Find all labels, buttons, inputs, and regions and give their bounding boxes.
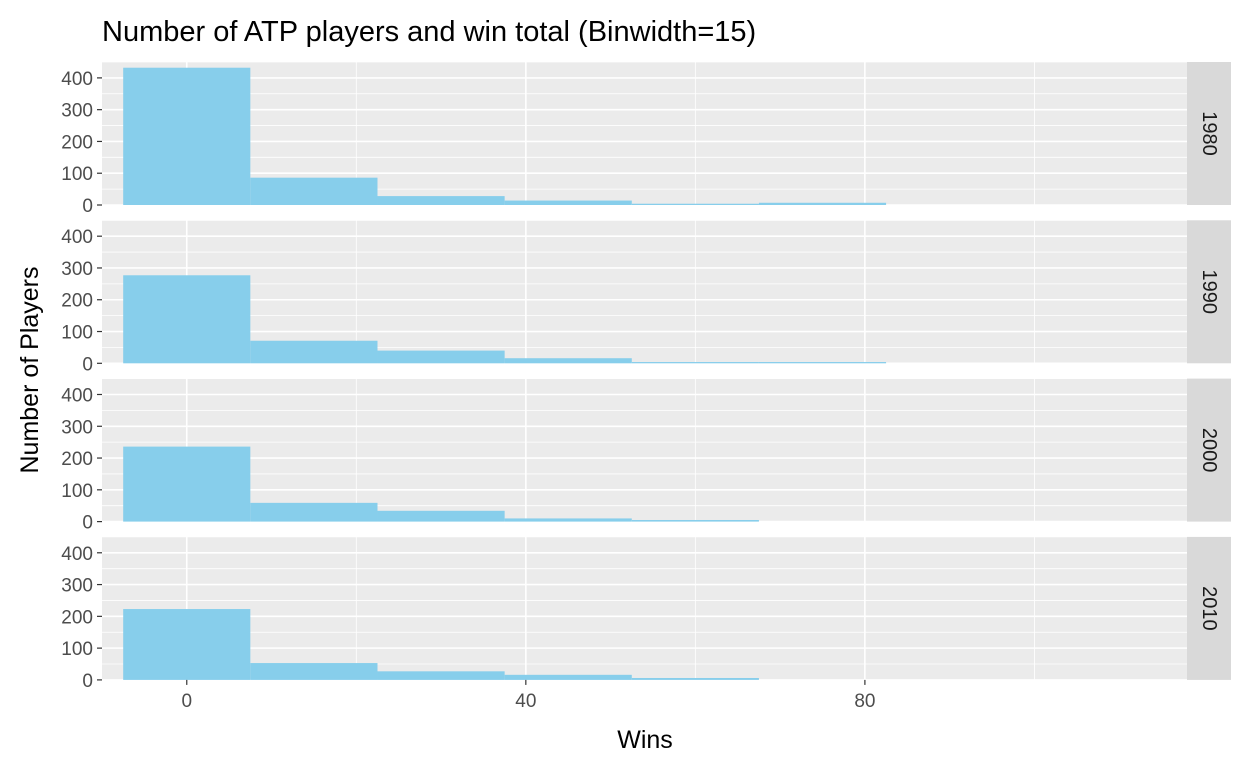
histogram-bar	[250, 340, 378, 364]
chart-title: Number of ATP players and win total (Bin…	[102, 16, 756, 48]
y-tick-label: 200	[61, 607, 93, 628]
facet-strip-label: 1990	[1198, 270, 1220, 315]
histogram-bar	[504, 358, 632, 364]
histogram-bar	[631, 677, 759, 680]
facet-panel-1990: 0 100 200 300 400 1990	[61, 219, 1231, 375]
facet-strip	[1187, 378, 1231, 522]
facet-strip-label: 1980	[1198, 111, 1220, 156]
facet-strip	[1187, 220, 1231, 364]
y-tick-label: 0	[82, 513, 93, 534]
panel-background	[102, 220, 1187, 364]
y-tick-label: 400	[61, 385, 93, 406]
facet-strip-label: 2000	[1198, 428, 1220, 473]
y-tick-label: 400	[61, 544, 93, 565]
histogram-bar	[250, 177, 378, 205]
y-tick-label: 200	[61, 449, 93, 470]
histogram-bar	[504, 674, 632, 680]
y-tick-label: 100	[61, 323, 93, 344]
panel-background	[102, 536, 1187, 680]
facet-strip	[1187, 62, 1231, 205]
y-tick-label: 300	[61, 417, 93, 438]
histogram-bar	[631, 520, 759, 522]
x-tick-label: 40	[515, 691, 536, 712]
y-tick-label: 100	[61, 639, 93, 660]
y-tick-label: 100	[61, 481, 93, 502]
histogram-bar	[123, 446, 251, 522]
facet-strip-label: 2010	[1198, 586, 1220, 631]
histogram-bar	[250, 663, 378, 680]
y-tick-label: 200	[61, 291, 93, 312]
y-tick-label: 100	[61, 164, 93, 185]
y-tick-label: 300	[61, 101, 93, 122]
y-tick-label: 400	[61, 227, 93, 248]
histogram-bar	[758, 202, 887, 205]
x-tick-label: 0	[181, 691, 192, 712]
facet-panel-2010: 0 100 200 300 400 2010 0 40 80	[61, 536, 1231, 712]
y-tick-label: 200	[61, 132, 93, 153]
y-tick-label: 0	[82, 354, 93, 375]
y-tick-label: 400	[61, 69, 93, 90]
histogram-bar	[758, 362, 887, 364]
panel-background	[102, 378, 1187, 522]
x-tick-label: 80	[854, 691, 875, 712]
histogram-bar	[250, 502, 378, 522]
y-tick-label: 300	[61, 576, 93, 597]
x-axis-title: Wins	[617, 726, 673, 754]
y-tick-label: 0	[82, 196, 93, 217]
y-tick-label: 0	[82, 671, 93, 692]
histogram-bar	[377, 671, 505, 680]
y-axis-title: Number of Players	[16, 266, 44, 473]
histogram-bar	[377, 196, 505, 205]
facet-strip	[1187, 536, 1231, 680]
histogram-bar	[504, 518, 632, 522]
histogram-bar	[123, 275, 251, 364]
histogram-bar	[631, 362, 759, 364]
histogram-bar	[123, 67, 251, 205]
histogram-bar	[123, 609, 251, 680]
facet-panel-1980: 0 100 200 300 400 1980	[61, 61, 1231, 217]
histogram-bar	[631, 203, 759, 205]
histogram-bar	[504, 200, 632, 205]
facet-panels: 0100200300400198001002003004001990010020…	[61, 61, 1231, 712]
histogram-bar	[377, 350, 505, 364]
facet-panel-2000: 0 100 200 300 400 2000	[61, 378, 1231, 534]
histogram-bar	[377, 510, 505, 522]
y-tick-label: 300	[61, 259, 93, 280]
